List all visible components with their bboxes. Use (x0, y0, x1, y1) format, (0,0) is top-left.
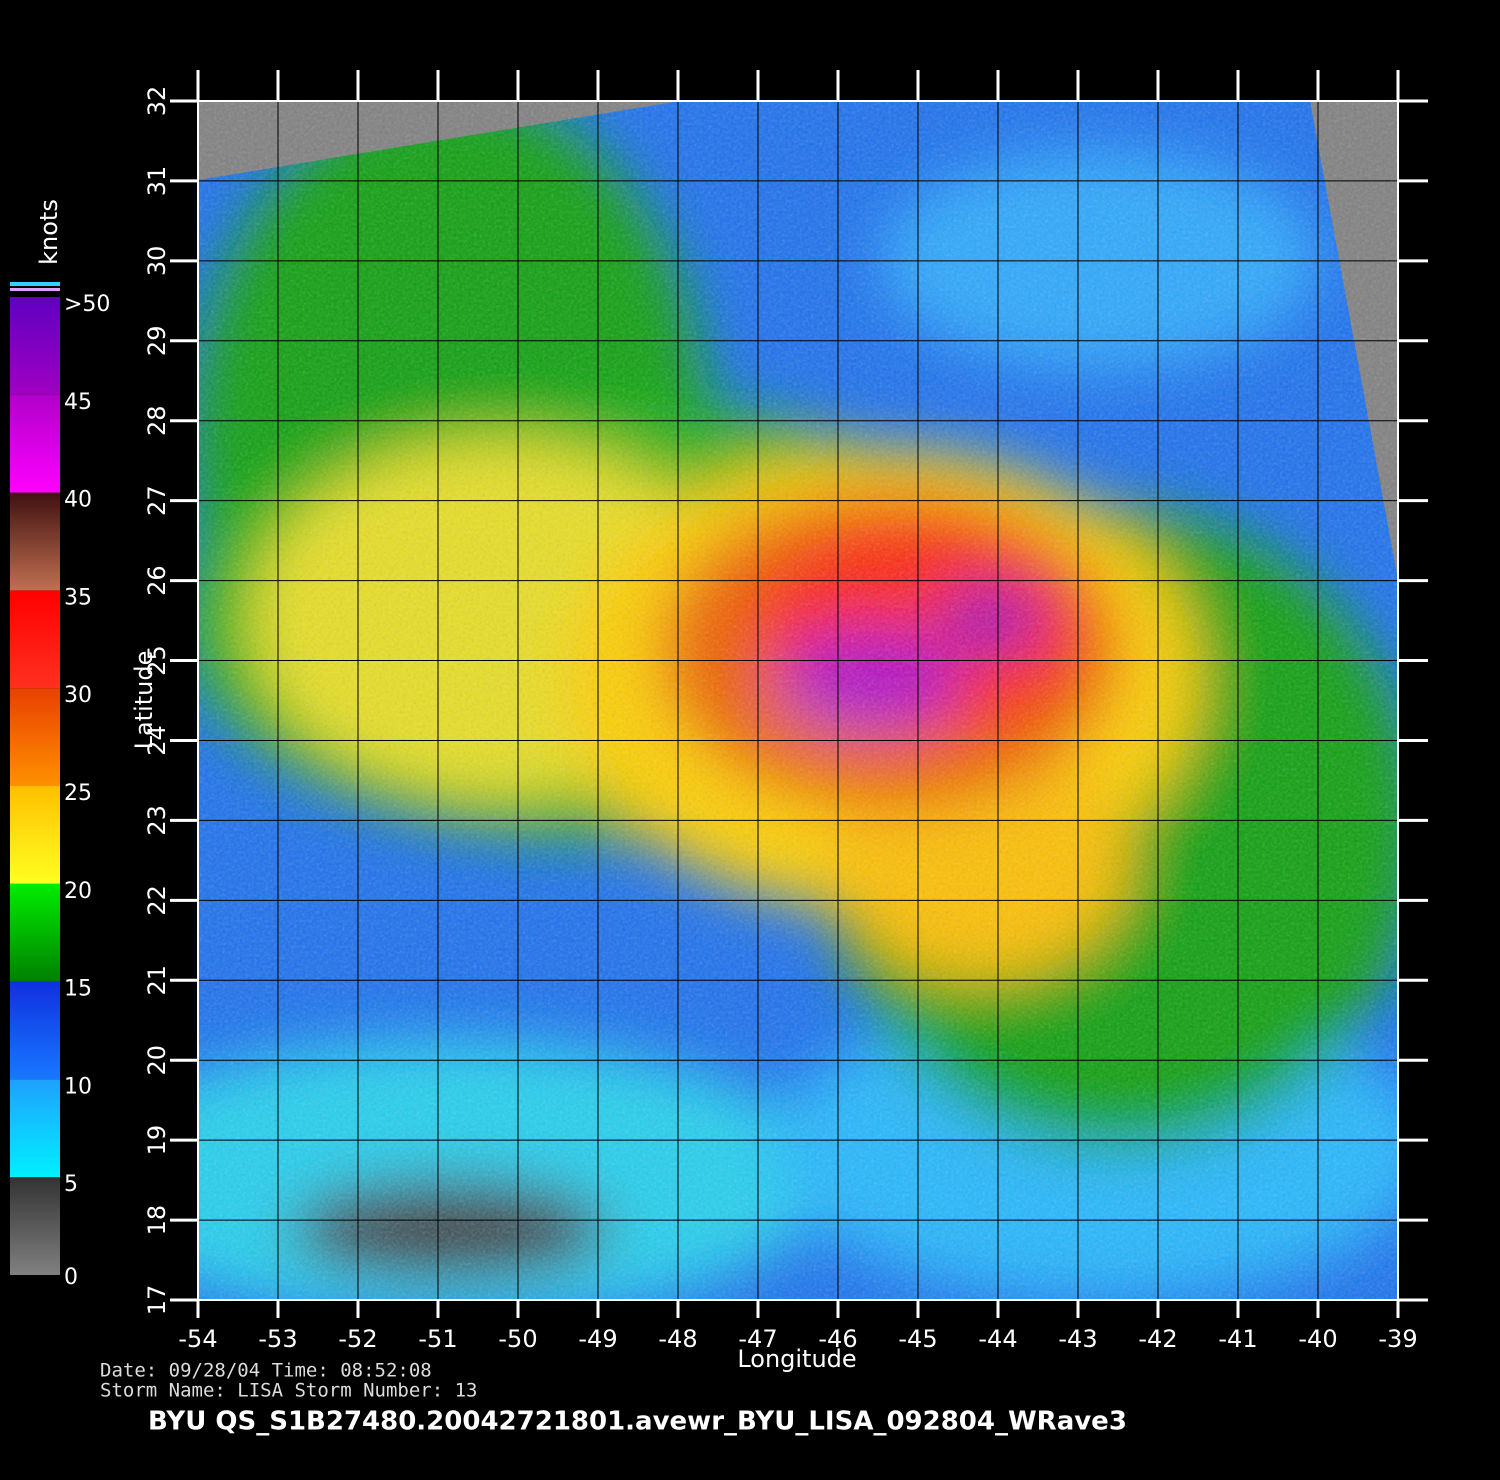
colorbar-label: 10 (64, 1074, 92, 1099)
x-tick-label: -49 (578, 1325, 617, 1353)
plot-frame (197, 100, 1399, 1301)
y-tick-label: 17 (143, 1285, 171, 1316)
x-tick-label: -42 (1138, 1325, 1177, 1353)
axes: -54 -53 -52 -51 -50 -49 -48 -47 -46 -45 -44 -43 -42 -… (143, 70, 1428, 1353)
y-tick-label: 27 (143, 485, 171, 516)
x-tick-label: -39 (1378, 1325, 1417, 1353)
colorbar-segment (10, 786, 60, 884)
colorbar-segment (10, 297, 60, 395)
colorbar-label: 15 (64, 977, 92, 1002)
colorbar-cap (10, 288, 60, 291)
x-tick-label: -41 (1218, 1325, 1257, 1353)
x-tick-label: -40 (1298, 1325, 1337, 1353)
y-tick-label: 31 (143, 166, 171, 197)
colorbar-label: 0 (64, 1265, 78, 1290)
colorbar-segment (10, 1177, 60, 1275)
x-tick-label: -48 (658, 1325, 697, 1353)
y-tick-label: 29 (143, 326, 171, 357)
y-tick-label: 32 (143, 86, 171, 117)
y-tick-label: 24 (143, 725, 171, 756)
x-tick-label: -54 (178, 1325, 217, 1353)
x-tick-label: -51 (418, 1325, 457, 1353)
x-tick-label: -43 (1058, 1325, 1097, 1353)
y-tick-label: 23 (143, 805, 171, 836)
y-tick-label: 28 (143, 405, 171, 436)
y-tick-label: 22 (143, 885, 171, 916)
colorbar-segment (10, 1079, 60, 1178)
colorbar-title: knots (35, 199, 63, 265)
y-tick-label: 21 (143, 965, 171, 996)
x-tick-label: -45 (898, 1325, 937, 1353)
colorbar-label: 45 (64, 390, 92, 415)
wind-field (198, 101, 1398, 1300)
colorbar-label: 5 (64, 1172, 78, 1197)
y-tick-label: 19 (143, 1125, 171, 1156)
colorbar-segment (10, 883, 60, 982)
y-tick-label: 26 (143, 565, 171, 596)
colorbar-segment (10, 590, 60, 689)
x-tick-label: -52 (338, 1325, 377, 1353)
storm-line: Storm Name: LISA Storm Number: 13 (100, 1380, 478, 1402)
x-tick-label: -44 (978, 1325, 1017, 1353)
colorbar-label: 25 (64, 781, 92, 806)
y-axis-label: Latitude (130, 651, 158, 750)
colorbar-label: 35 (64, 585, 92, 610)
colorbar-segment (10, 394, 60, 493)
colorbar-label: 40 (64, 488, 92, 513)
colorbar-cap (10, 282, 60, 286)
y-tick-label: 30 (143, 246, 171, 277)
colorbar-segment (10, 492, 60, 591)
y-tick-label: 25 (143, 645, 171, 676)
colorbar-segment (10, 688, 60, 786)
colorbar-segment (10, 981, 60, 1080)
x-tick-label: -46 (818, 1325, 857, 1353)
date-line: Date: 09/28/04 Time: 08:52:08 (100, 1360, 432, 1382)
x-tick-label: -53 (258, 1325, 297, 1353)
x-axis-label: Longitude (737, 1345, 856, 1373)
colorbar-label: >50 (64, 292, 110, 317)
y-tick-label: 18 (143, 1205, 171, 1236)
y-tick-label: 20 (143, 1045, 171, 1076)
footer-title: BYU QS_S1B27480.20042721801.avewr_BYU_LI… (148, 1407, 1127, 1437)
colorbar-label: 20 (64, 879, 92, 904)
x-tick-label: -47 (738, 1325, 777, 1353)
x-tick-label: -50 (498, 1325, 537, 1353)
colorbar-label: 30 (64, 683, 92, 708)
